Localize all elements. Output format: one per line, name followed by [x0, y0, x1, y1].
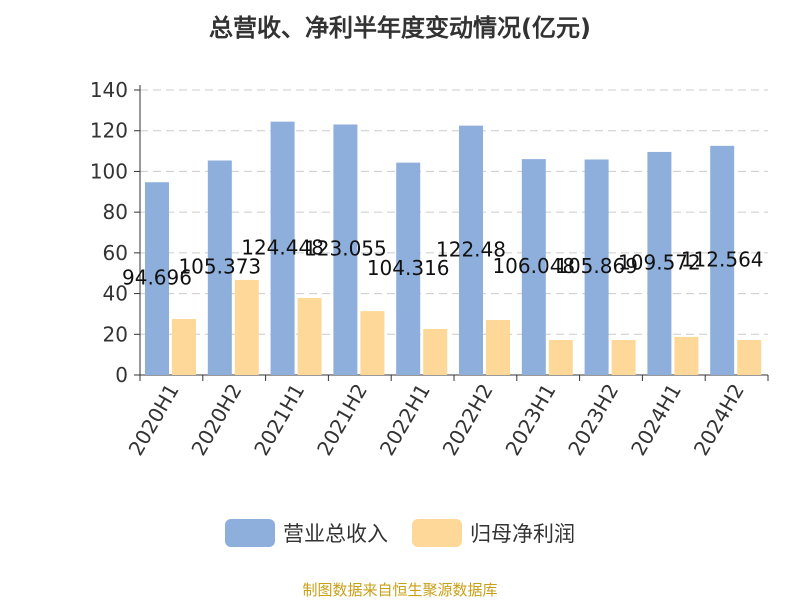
data-label: 106.048 — [492, 254, 575, 278]
bar-profit — [486, 320, 510, 375]
bar-revenue — [207, 160, 232, 375]
bar-profit — [674, 336, 699, 375]
y-tick-label: 120 — [90, 119, 128, 143]
bar-revenue — [521, 159, 546, 375]
data-label: 94.696 — [122, 266, 192, 290]
legend: 营业总收入 归母净利润 — [0, 518, 800, 548]
y-tick-label: 20 — [103, 322, 128, 346]
bar-profit — [611, 339, 636, 375]
x-tick-label: 2024H2 — [689, 380, 749, 460]
legend-swatch-profit — [412, 519, 462, 547]
data-label: 109.572 — [618, 250, 701, 274]
x-tick-label: 2020H1 — [124, 380, 184, 460]
x-tick-label: 2023H1 — [500, 380, 560, 460]
bar-revenue — [145, 182, 169, 375]
x-tick-label: 2022H1 — [375, 380, 435, 460]
bar-profit — [423, 328, 448, 375]
source-note: 制图数据来自恒生聚源数据库 — [302, 581, 498, 599]
y-tick-label: 60 — [103, 241, 128, 265]
y-tick-label: 140 — [90, 78, 128, 102]
x-tick-label: 2024H1 — [626, 380, 686, 460]
y-tick-label: 0 — [115, 363, 128, 387]
legend-item-profit[interactable]: 归母净利润 — [412, 518, 575, 548]
bar-profit — [172, 319, 196, 375]
bar-profit — [737, 339, 762, 375]
chart-title: 总营收、净利半年度变动情况(亿元) — [209, 14, 591, 42]
legend-label-profit: 归母净利润 — [470, 522, 575, 546]
bar-revenue — [396, 162, 421, 375]
data-label: 105.373 — [178, 255, 261, 279]
y-tick-label: 80 — [103, 200, 128, 224]
bar-revenue — [710, 145, 735, 375]
data-label: 123.055 — [304, 237, 387, 261]
bar-revenue — [333, 124, 358, 375]
bar-profit — [360, 311, 385, 375]
bar-revenue — [459, 125, 483, 375]
x-tick-label: 2021H1 — [249, 380, 309, 460]
bar-profit — [234, 279, 259, 375]
y-tick-label: 40 — [103, 282, 128, 306]
x-tick-label: 2022H2 — [438, 380, 498, 460]
bar-revenue — [584, 159, 609, 375]
bar-profit — [297, 298, 322, 375]
bar-revenue — [647, 151, 672, 375]
x-tick-label: 2023H2 — [563, 380, 623, 460]
data-label: 112.564 — [681, 247, 764, 271]
data-label: 122.48 — [436, 237, 506, 261]
bar-profit — [548, 339, 573, 375]
bar-revenue — [270, 121, 295, 376]
data-label: 124.448 — [241, 235, 324, 259]
legend-swatch-revenue — [225, 519, 275, 547]
data-label: 104.316 — [367, 256, 450, 280]
y-tick-label: 100 — [90, 159, 128, 183]
legend-label-revenue: 营业总收入 — [283, 522, 388, 546]
x-tick-label: 2021H2 — [312, 380, 372, 460]
x-tick-label: 2020H2 — [186, 380, 246, 460]
legend-item-revenue[interactable]: 营业总收入 — [225, 518, 388, 548]
data-label: 105.869 — [555, 254, 638, 278]
